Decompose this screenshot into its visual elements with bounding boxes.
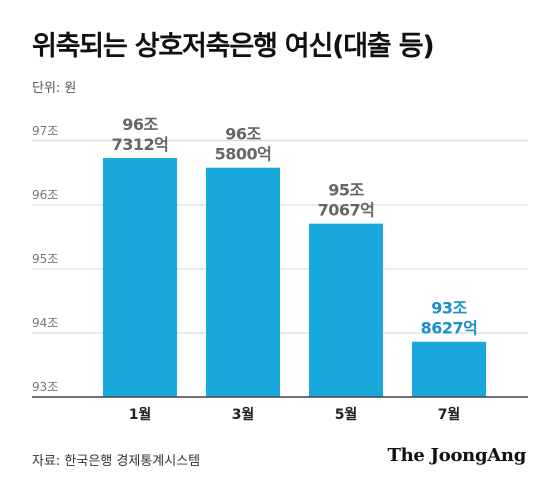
brand-logo: The JoongAng bbox=[387, 445, 527, 466]
bar bbox=[103, 158, 177, 397]
bar bbox=[412, 341, 486, 397]
bar bbox=[309, 223, 383, 397]
y-tick-label: 97조 bbox=[32, 124, 58, 138]
y-tick-label: 95조 bbox=[32, 252, 58, 266]
data-label: 8627억 bbox=[421, 319, 478, 338]
y-tick-label: 93조 bbox=[32, 380, 58, 394]
data-label: 7067억 bbox=[318, 201, 375, 220]
chart-title: 위축되는 상호저축은행 여신(대출 등) bbox=[32, 31, 435, 62]
source-note: 자료: 한국은행 경제통계시스템 bbox=[32, 454, 201, 469]
unit-label: 단위: 원 bbox=[32, 81, 77, 96]
x-tick-label: 5월 bbox=[335, 406, 358, 423]
data-label: 96조 bbox=[122, 115, 158, 134]
x-tick-label: 3월 bbox=[232, 406, 255, 423]
y-tick-label: 94조 bbox=[32, 316, 58, 330]
x-tick-label: 7월 bbox=[438, 406, 461, 423]
data-label: 5800억 bbox=[215, 145, 272, 164]
bar bbox=[206, 167, 280, 397]
data-label: 96조 bbox=[225, 125, 261, 144]
data-label: 95조 bbox=[328, 181, 364, 200]
data-label: 7312억 bbox=[112, 135, 169, 154]
data-label: 93조 bbox=[431, 299, 467, 318]
x-tick-label: 1월 bbox=[129, 406, 152, 423]
y-tick-label: 96조 bbox=[32, 188, 58, 202]
